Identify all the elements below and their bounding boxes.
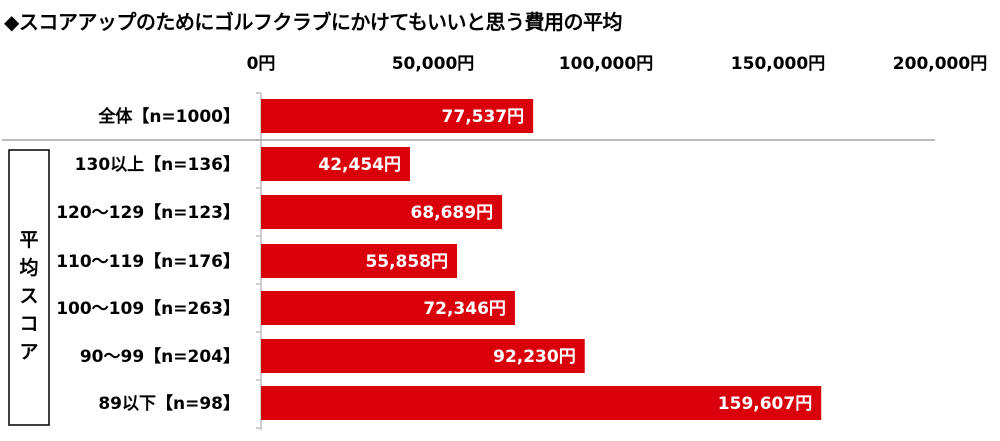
- value-label: 159,607円: [718, 394, 812, 414]
- x-tick-label: 50,000円: [392, 54, 475, 74]
- bar: [261, 99, 534, 133]
- value-label: 77,537円: [442, 107, 525, 127]
- bar: [261, 386, 822, 420]
- category-label: 100〜109【n=263】: [56, 298, 240, 319]
- x-tick-label: 100,000円: [559, 54, 653, 74]
- category-label: 90〜99【n=204】: [80, 346, 240, 367]
- value-label: 72,346円: [423, 299, 506, 319]
- group-label: 平均スコア: [19, 229, 38, 363]
- x-axis-ticks: 0円 50,000円 100,000円 150,000円 200,000円: [247, 54, 988, 74]
- bar: [261, 244, 458, 278]
- bar: [261, 147, 411, 181]
- category-label: 130以上【n=136】: [75, 154, 240, 175]
- value-label: 55,858円: [365, 252, 448, 272]
- x-tick-label: 150,000円: [731, 54, 825, 74]
- bar: [261, 339, 585, 373]
- group-label-box: [8, 149, 50, 426]
- category-label: 全体【n=1000】: [97, 106, 240, 127]
- bar: [261, 195, 503, 229]
- value-label: 42,454円: [318, 155, 401, 175]
- x-tick-label: 200,000円: [893, 54, 987, 74]
- category-label: 110〜119【n=176】: [56, 251, 240, 272]
- category-label: 89以下【n=98】: [98, 393, 240, 414]
- score-group-bracket: 平均スコア: [8, 149, 50, 426]
- category-label: 120〜129【n=123】: [56, 202, 240, 223]
- x-tick-label: 0円: [247, 54, 276, 74]
- bars: 全体【n=1000】 77,537円 130以上【n=136】 42,454円 120〜…: [56, 99, 822, 420]
- chart-title: ◆スコアアップのためにゴルフクラブにかけてもいいと思う費用の平均: [4, 10, 622, 34]
- value-label: 68,689円: [410, 203, 493, 223]
- value-label: 92,230円: [493, 347, 576, 367]
- bar: [261, 291, 515, 325]
